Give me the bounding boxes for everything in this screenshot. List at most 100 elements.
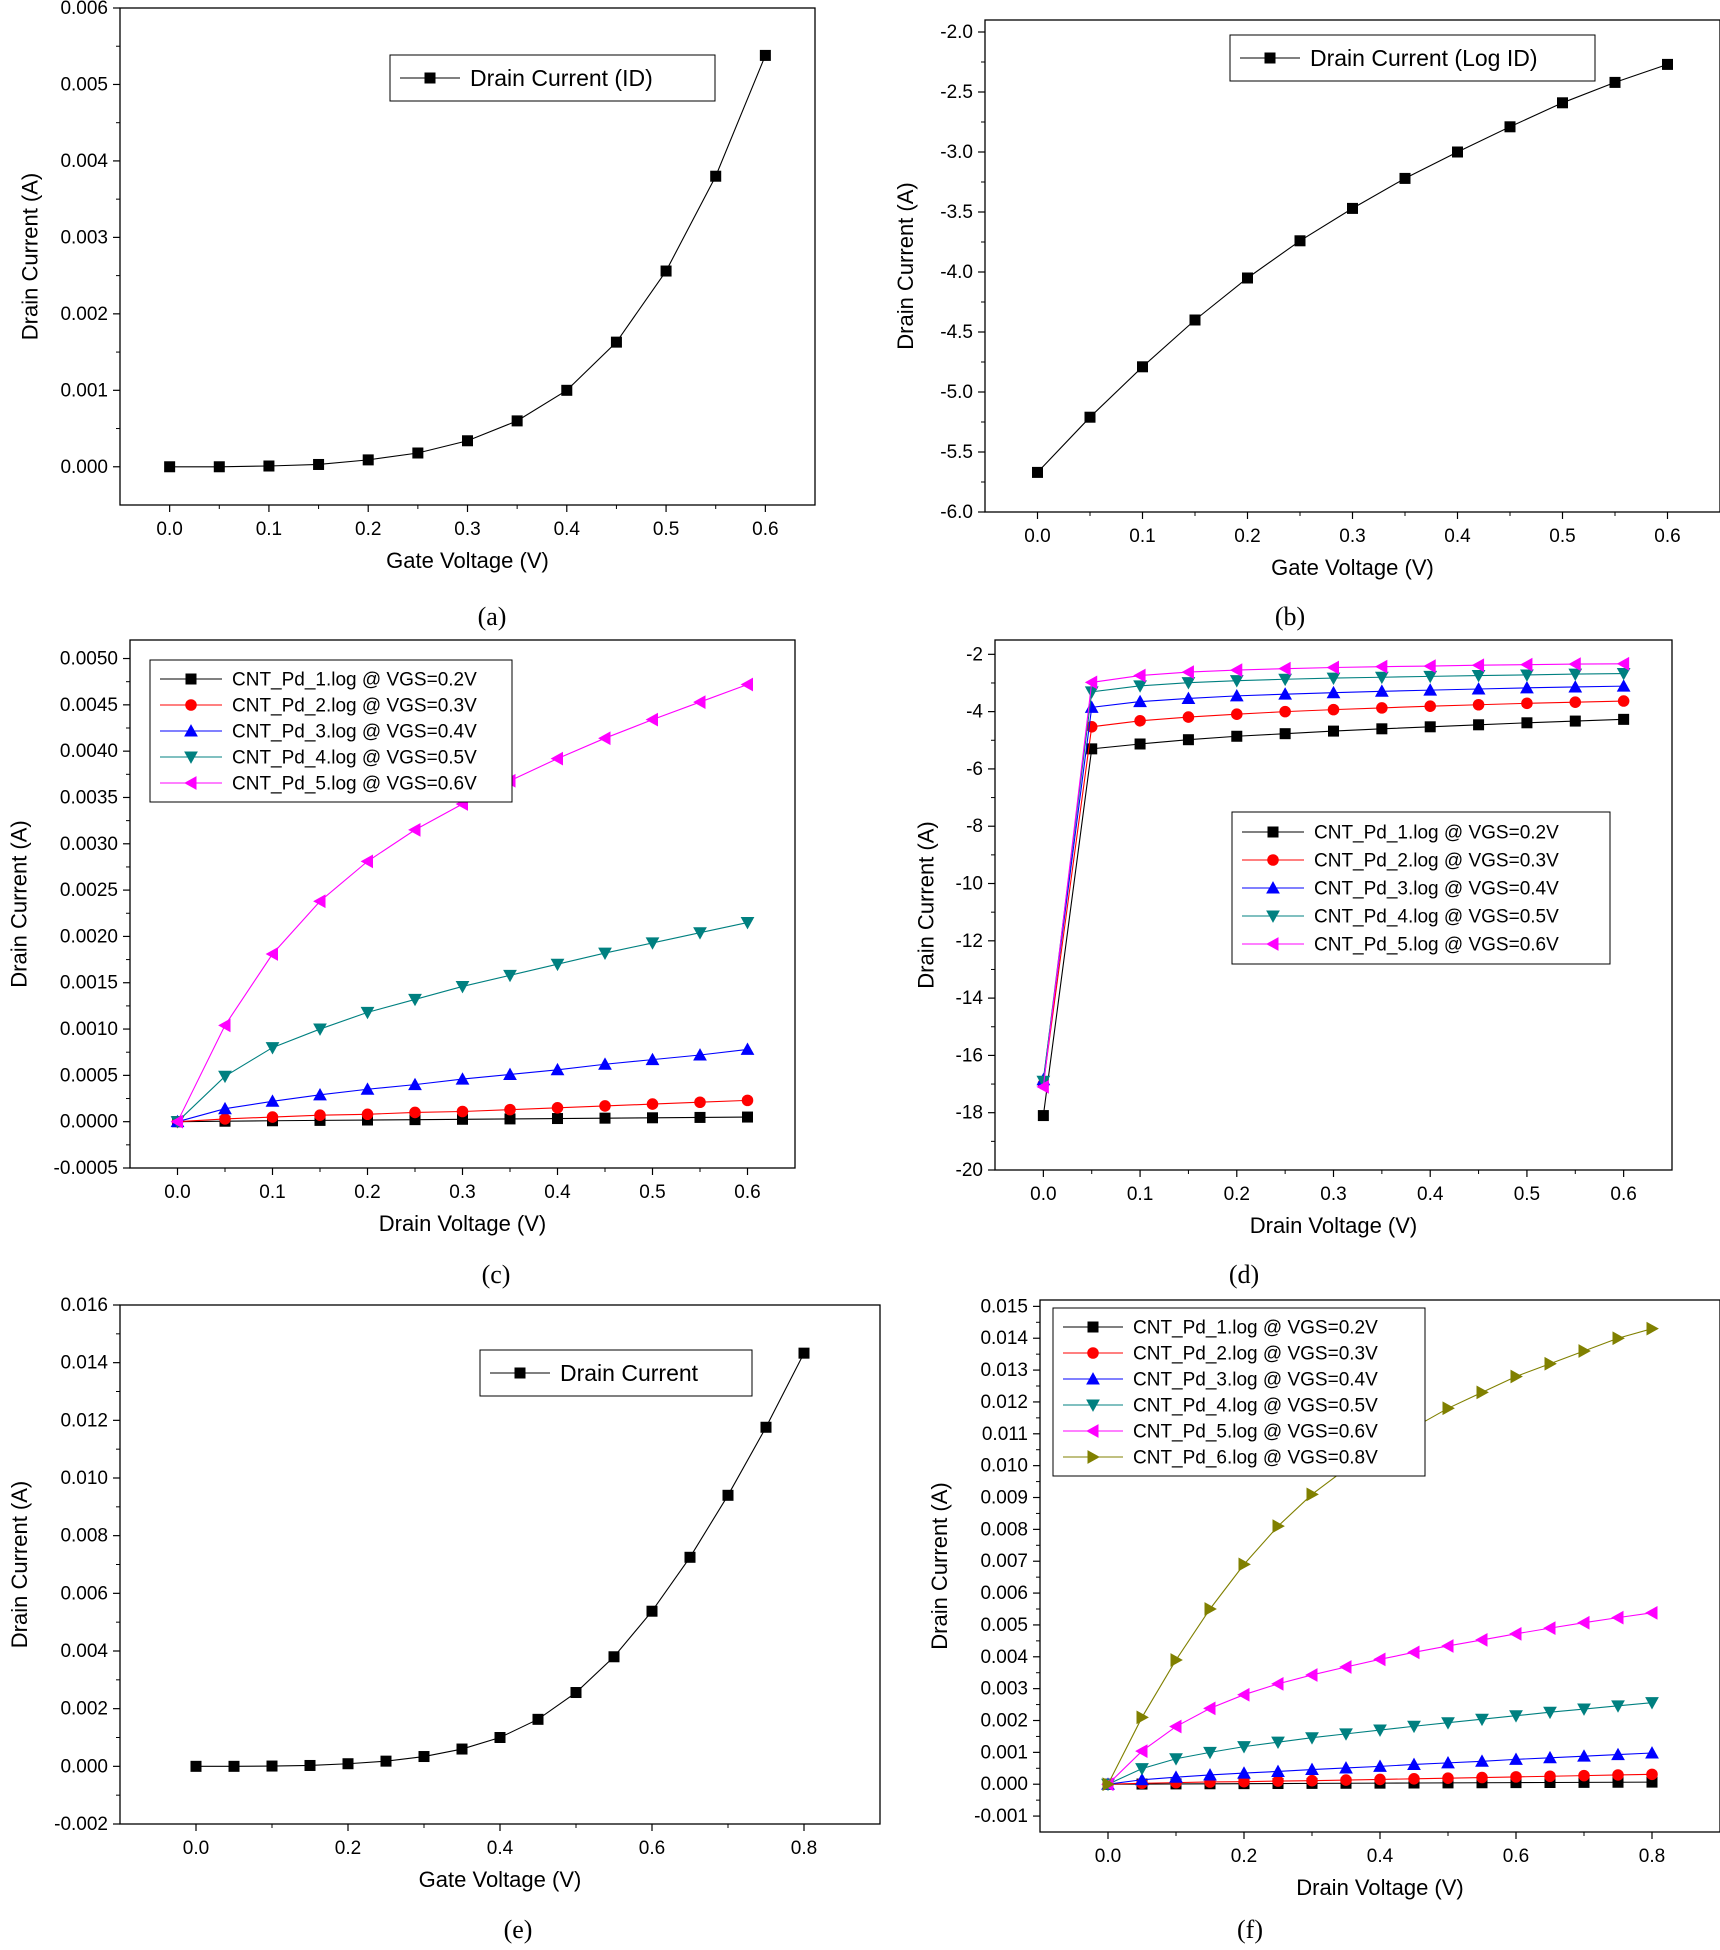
data-point xyxy=(742,1111,753,1123)
y-axis-ticks: -20 -18 -16 -14 -12 -10 -8 -6 -4 -2 xyxy=(956,644,995,1181)
plot-frame xyxy=(984,19,1720,513)
series-line xyxy=(1037,63,1668,473)
data-point xyxy=(551,1102,564,1114)
data-point xyxy=(170,1114,183,1129)
data-point xyxy=(342,1758,354,1770)
data-point xyxy=(1646,1768,1658,1781)
data-point xyxy=(228,1760,240,1772)
data-point xyxy=(503,969,517,983)
data-point xyxy=(1520,657,1533,672)
legend-marker xyxy=(1266,910,1280,923)
y-tick-label: 0.0045 xyxy=(60,695,118,716)
data-point xyxy=(1475,1633,1488,1647)
y-tick-label: 0.000 xyxy=(60,457,108,478)
y-tick-label: -20 xyxy=(956,1160,983,1181)
series-line xyxy=(177,921,748,1123)
data-point xyxy=(798,1347,810,1359)
data-point xyxy=(504,1103,516,1116)
legend-label: Drain Current (ID) xyxy=(470,65,653,91)
x-tick-label: 0.6 xyxy=(1610,1184,1636,1205)
data-point xyxy=(759,49,771,61)
data-point xyxy=(164,461,176,473)
legend-label: CNT_Pd_1.log @ VGS=0.2V xyxy=(1314,823,1559,844)
data-point xyxy=(1169,1753,1183,1766)
data-point xyxy=(456,1105,469,1118)
data-point xyxy=(1084,411,1096,423)
x-axis-ticks: 0.0 0.2 0.4 0.6 0.8 xyxy=(183,1824,817,1859)
data-point xyxy=(360,854,373,869)
data-point xyxy=(1578,1344,1591,1358)
data-point xyxy=(213,461,225,473)
data-point xyxy=(457,1113,468,1125)
y-tick-label: -16 xyxy=(956,1045,983,1066)
x-tick-label: 0.6 xyxy=(639,1838,665,1859)
data-point xyxy=(1407,1720,1421,1734)
data-point xyxy=(1036,1080,1049,1094)
data-point xyxy=(380,1755,392,1767)
y-tick-label: -2.5 xyxy=(940,82,973,103)
data-point xyxy=(1238,1557,1251,1572)
data-point xyxy=(1272,1519,1285,1534)
data-point xyxy=(1543,1706,1557,1720)
y-tick-label: 0.005 xyxy=(980,1615,1028,1636)
data-point xyxy=(1612,1769,1624,1781)
y-tick-label: 0.009 xyxy=(980,1488,1028,1509)
y-tick-label: 0.002 xyxy=(980,1711,1028,1732)
y-tick-label: -12 xyxy=(956,931,983,952)
series-3 xyxy=(1036,679,1631,1086)
data-point xyxy=(1509,1710,1523,1723)
chart-panel-3: 0.0 0.1 0.2 0.3 0.4 0.5 0.6 -0.0005 0.0000 0.0005… xyxy=(7,639,796,1289)
series-line xyxy=(169,55,766,468)
x-tick-label: 0.3 xyxy=(449,1182,475,1203)
data-point xyxy=(263,460,275,472)
data-point xyxy=(1424,700,1436,712)
x-tick-label: 0.0 xyxy=(164,1182,190,1203)
data-point xyxy=(645,1052,660,1066)
data-point xyxy=(1339,1761,1353,1774)
data-point xyxy=(1137,361,1148,373)
data-point xyxy=(1339,1728,1353,1741)
data-point xyxy=(1442,1772,1454,1784)
x-tick-label: 0.2 xyxy=(1224,1184,1250,1205)
data-point xyxy=(1036,1075,1051,1089)
x-axis-label: Gate Voltage (V) xyxy=(419,1867,582,1892)
data-point xyxy=(361,1108,374,1121)
data-point xyxy=(1609,76,1621,88)
data-point xyxy=(265,1094,280,1107)
legend-entry: CNT_Pd_1.log @ VGS=0.2V xyxy=(1063,1318,1378,1339)
data-point xyxy=(1578,1769,1590,1782)
data-point xyxy=(1373,1724,1387,1737)
data-point xyxy=(1340,1774,1352,1786)
data-point xyxy=(1557,97,1568,109)
data-point xyxy=(1476,1385,1489,1400)
data-point xyxy=(1204,1602,1217,1616)
legend-entry: CNT_Pd_3.log @ VGS=0.4V xyxy=(1242,879,1559,900)
legend-marker xyxy=(184,724,198,737)
data-point xyxy=(503,1067,517,1080)
data-point xyxy=(1203,1746,1217,1760)
y-tick-label: -8 xyxy=(966,816,983,837)
data-point xyxy=(1237,1741,1251,1754)
data-point xyxy=(694,1096,706,1109)
x-tick-label: 0.3 xyxy=(454,519,480,540)
data-point xyxy=(1306,1487,1319,1502)
data-point xyxy=(266,1760,278,1772)
legend-label: CNT_Pd_3.log @ VGS=0.4V xyxy=(232,722,477,743)
legend-entry: CNT_Pd_3.log @ VGS=0.4V xyxy=(160,722,477,743)
data-point xyxy=(1182,734,1194,746)
data-point xyxy=(1569,715,1581,727)
y-tick-label: 0.0010 xyxy=(60,1019,118,1040)
data-point xyxy=(1471,682,1486,695)
y-tick-label: 0.008 xyxy=(980,1519,1028,1540)
data-point xyxy=(418,1751,430,1763)
data-point xyxy=(1279,728,1291,740)
data-point xyxy=(1347,202,1358,214)
data-point xyxy=(1242,272,1253,284)
legend-entry: Drain Current xyxy=(490,1360,699,1386)
data-point xyxy=(599,1112,611,1124)
y-axis-ticks: -6.0 -5.5 -5.0 -4.5 -4.0 -3.5 -3.0 -2.5 -2.0 xyxy=(940,22,985,523)
data-point xyxy=(1423,683,1438,696)
data-point xyxy=(266,1111,279,1123)
data-point xyxy=(1544,1776,1556,1788)
legend-marker xyxy=(184,751,198,764)
